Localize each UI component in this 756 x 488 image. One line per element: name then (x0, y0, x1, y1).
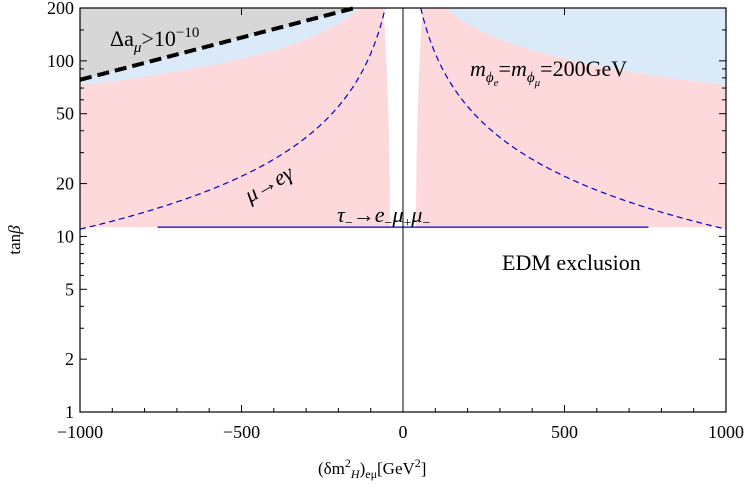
x-tick-label: −500 (223, 422, 260, 442)
edm-label: EDM exclusion (502, 250, 641, 275)
x-tick-labels: −1000 −500 0 500 1000 (57, 422, 744, 442)
y-tick-labels: 1 2 5 10 20 50 100 200 (47, 0, 74, 422)
edm-region-left (80, 8, 391, 228)
g2-region (80, 8, 355, 80)
y-tick-label: 200 (47, 0, 74, 18)
x-tick-label: 1000 (708, 422, 744, 442)
x-tick-label: 500 (551, 422, 578, 442)
tau-decay-label: τ−→e−μ+μ− (337, 202, 430, 231)
y-tick-label: 50 (56, 104, 74, 124)
axis-ticks (79, 7, 727, 413)
y-axis-title: tanβ (5, 225, 24, 255)
g2-annotation: Δaμ>10−10 (110, 25, 199, 56)
y-tick-label: 20 (56, 174, 74, 194)
y-tick-label: 10 (56, 226, 74, 246)
mu-e-gamma-line-left (79, 7, 386, 230)
plot-regions (80, 8, 726, 230)
y-tick-label: 5 (65, 279, 74, 299)
edm-region-right (415, 8, 726, 228)
mu-e-gamma-line-right (420, 7, 727, 230)
mass-annotation: mϕe=mϕμ=200GeV (470, 56, 627, 89)
y-tick-label: 1 (65, 402, 74, 422)
x-tick-label: −1000 (57, 422, 103, 442)
y-tick-label: 2 (65, 349, 74, 369)
y-tick-label: 100 (47, 51, 74, 71)
g2-boundary-line (79, 6, 356, 82)
x-axis-title: (δm2H)eμ[GeV2] (318, 456, 426, 481)
x-tick-label: 0 (399, 422, 408, 442)
